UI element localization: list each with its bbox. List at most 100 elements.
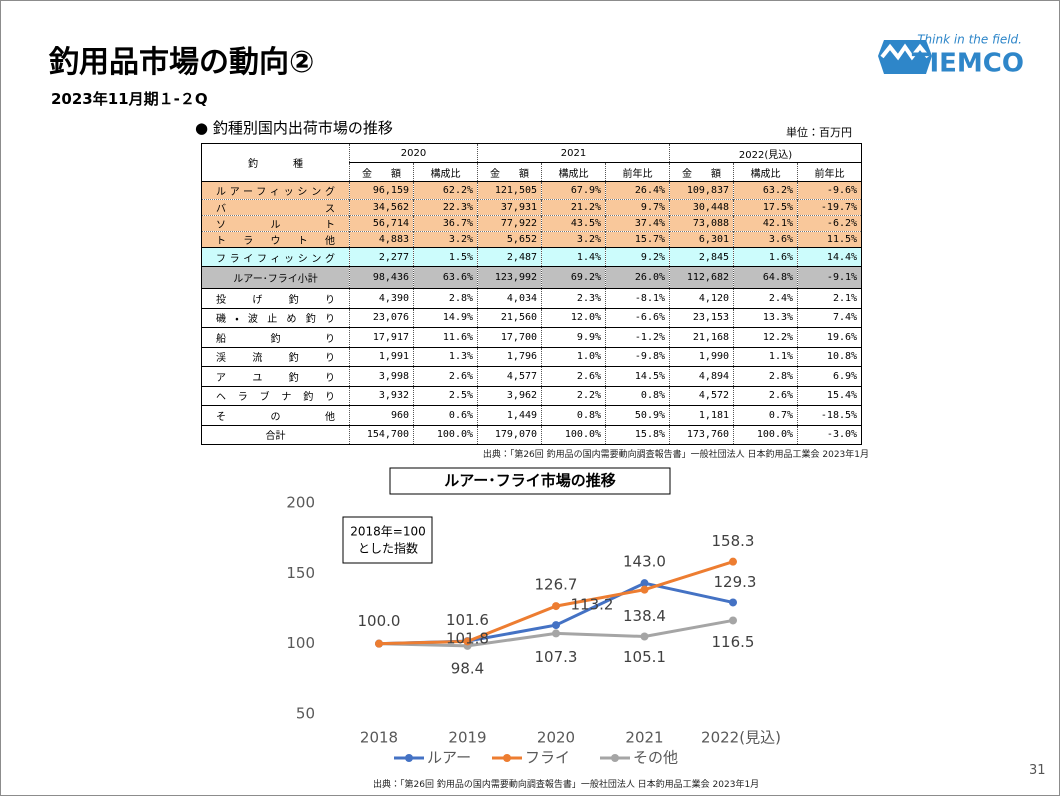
data-label: 100.0 bbox=[358, 612, 401, 630]
table-row: トラウト他 4,883 3.2% 5,652 3.2% 15.7% 6,301 3.6% 11.… bbox=[201, 231, 862, 248]
row-label: ソルト bbox=[201, 215, 350, 232]
cell: 50.9% bbox=[605, 405, 670, 425]
cell: 3,932 bbox=[349, 385, 414, 406]
cell: 98,436 bbox=[349, 266, 414, 289]
cell: -18.5% bbox=[797, 405, 862, 425]
table-row: 磯・波止め釣り 23,076 14.9% 21,560 12.0% -6.6% 23,153… bbox=[201, 307, 862, 328]
cell: 14.9% bbox=[412, 307, 478, 328]
cell: 23,153 bbox=[669, 307, 734, 328]
cell: 42.1% bbox=[733, 215, 798, 232]
row-label: 合計 bbox=[201, 424, 350, 445]
table-row: その他 960 0.6% 1,449 0.8% 50.9% 1,181 0.7% -18.5% bbox=[201, 405, 862, 425]
row-label: その他 bbox=[201, 405, 350, 425]
table-row: 投げ釣り 4,390 2.8% 4,034 2.3% -8.1% 4,120 2.4% 2.1% bbox=[201, 288, 862, 308]
cell: 56,714 bbox=[349, 215, 414, 232]
data-label: 113.2 bbox=[571, 596, 614, 614]
data-label: 138.4 bbox=[623, 607, 666, 625]
year-header: 2021 bbox=[477, 143, 670, 163]
cell: 15.8% bbox=[605, 424, 670, 445]
row-label: 船釣り bbox=[201, 327, 350, 347]
cell: 62.2% bbox=[412, 181, 478, 200]
point bbox=[640, 632, 649, 641]
x-tick-label: 2019 bbox=[448, 729, 486, 747]
table-row: 船釣り 17,917 11.6% 17,700 9.9% -1.2% 21,168 12.2%… bbox=[201, 327, 862, 347]
cell: 36.7% bbox=[412, 215, 478, 232]
cell: 43.5% bbox=[541, 215, 606, 232]
cell: 4,894 bbox=[669, 366, 734, 386]
cell: -9.8% bbox=[605, 346, 670, 367]
cell: 100.0% bbox=[412, 424, 478, 445]
cell: 1,990 bbox=[669, 346, 734, 367]
cell: 37.4% bbox=[605, 215, 670, 232]
point bbox=[729, 598, 737, 607]
cell: -19.7% bbox=[797, 199, 862, 216]
cell: 1,796 bbox=[477, 346, 542, 367]
chart-title-box bbox=[389, 467, 671, 495]
cell: 2.3% bbox=[541, 288, 606, 308]
data-label: 143.0 bbox=[623, 553, 666, 571]
cell: 21.2% bbox=[541, 199, 606, 216]
cell: 1,181 bbox=[669, 405, 734, 425]
table-title: ● 釣種別国内出荷市場の推移 bbox=[195, 119, 393, 137]
column-header: 構成比 bbox=[412, 162, 478, 182]
chart-title: ルアー･フライ市場の推移 bbox=[444, 472, 616, 490]
cell: 3,962 bbox=[477, 385, 542, 406]
cell: 63.2% bbox=[733, 181, 798, 200]
cell: 13.3% bbox=[733, 307, 798, 328]
cell: 3.2% bbox=[541, 231, 606, 248]
column-header: 前年比 bbox=[797, 162, 862, 182]
annotation: 2018年=100 bbox=[350, 525, 426, 539]
x-tick-label: 2020 bbox=[537, 729, 575, 747]
cell: 109,837 bbox=[669, 181, 734, 200]
table-row: ヘラブナ釣り 3,932 2.5% 3,962 2.2% 0.8% 4,572 2.6% 15.… bbox=[201, 385, 862, 406]
cell: 1.1% bbox=[733, 346, 798, 367]
slide-subtitle: 2023年11月期１-２Q bbox=[51, 90, 208, 108]
data-label: 107.3 bbox=[535, 648, 578, 666]
table-row: ソルト 56,714 36.7% 77,922 43.5% 37.4% 73,088 42.1… bbox=[201, 215, 862, 232]
cell: 26.4% bbox=[605, 181, 670, 200]
cell: 23,076 bbox=[349, 307, 414, 328]
cell: 64.8% bbox=[733, 266, 798, 289]
cell: 19.6% bbox=[797, 327, 862, 347]
page-number: 31 bbox=[1029, 763, 1046, 778]
cell: 4,120 bbox=[669, 288, 734, 308]
data-label: 126.7 bbox=[535, 576, 578, 594]
cell: 1.6% bbox=[733, 247, 798, 267]
cell: 21,560 bbox=[477, 307, 542, 328]
cell: 2.6% bbox=[412, 366, 478, 386]
cell: 2.6% bbox=[733, 385, 798, 406]
point bbox=[552, 629, 560, 638]
y-tick-label: 100 bbox=[286, 634, 315, 652]
cell: 1.5% bbox=[412, 247, 478, 267]
cell: 960 bbox=[349, 405, 414, 425]
point bbox=[552, 621, 560, 630]
cell: 1.3% bbox=[412, 346, 478, 367]
cell: 179,070 bbox=[477, 424, 542, 445]
cell: 9.9% bbox=[541, 327, 606, 347]
table-source: 出典：「第26回 釣用品の国内需要動向調査報告書」一般社団法人 日本釣用品工業会… bbox=[482, 450, 869, 460]
point bbox=[640, 579, 649, 588]
column-header: 金額 bbox=[669, 162, 734, 182]
legend-marker bbox=[611, 754, 619, 762]
label-header: 釣種 bbox=[201, 143, 350, 182]
year-header: 2022(見込) bbox=[669, 143, 862, 163]
cell: 73,088 bbox=[669, 215, 734, 232]
cell: 17,917 bbox=[349, 327, 414, 347]
x-tick-label: 2021 bbox=[625, 729, 663, 747]
logo: Think in the field. TIEMCO bbox=[878, 33, 1024, 79]
cell: 4,390 bbox=[349, 288, 414, 308]
y-tick-label: 50 bbox=[296, 705, 315, 723]
cell: 4,577 bbox=[477, 366, 542, 386]
cell: 69.2% bbox=[541, 266, 606, 289]
cell: 2.6% bbox=[541, 366, 606, 386]
cell: 0.8% bbox=[541, 405, 606, 425]
row-label: バス bbox=[201, 199, 350, 216]
cell: 1,991 bbox=[349, 346, 414, 367]
logo-name: TIEMCO bbox=[912, 49, 1024, 79]
row-label: 磯・波止め釣り bbox=[201, 307, 350, 328]
cell: 11.6% bbox=[412, 327, 478, 347]
cell: -6.2% bbox=[797, 215, 862, 232]
point bbox=[729, 616, 737, 625]
point bbox=[463, 637, 472, 646]
column-header: 金額 bbox=[477, 162, 542, 182]
